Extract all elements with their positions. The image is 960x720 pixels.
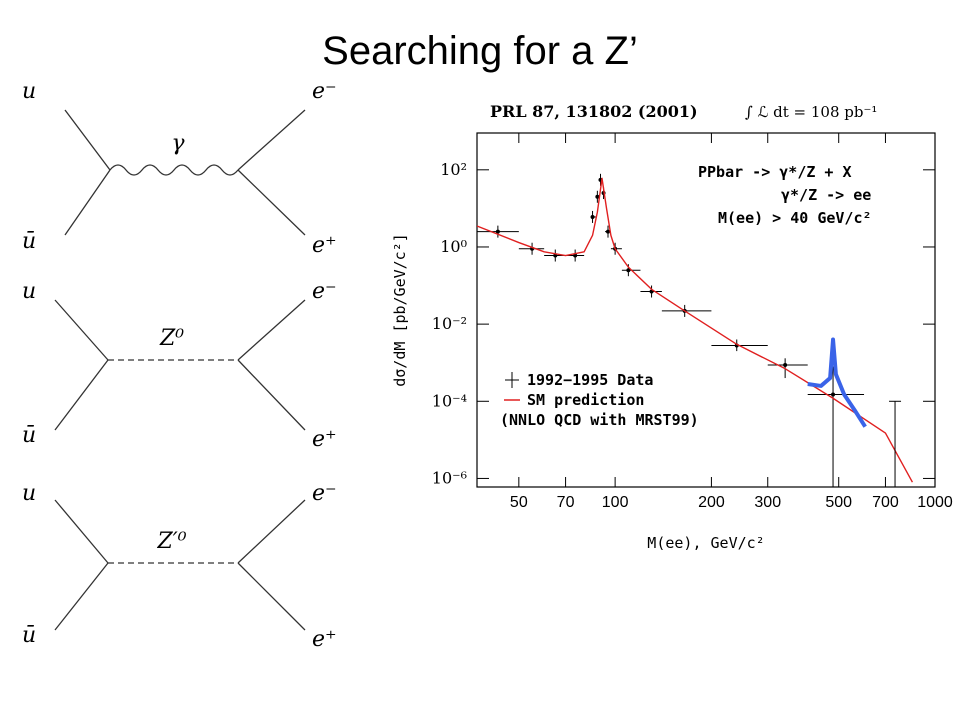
particle-label: u xyxy=(22,279,36,304)
particle-label: e⁻ xyxy=(312,79,337,104)
x-tick-label: 1000 xyxy=(917,494,953,511)
data-point xyxy=(495,229,500,234)
y-tick-label: 10² xyxy=(440,160,467,179)
legend-note: (NNLO QCD with MRST99) xyxy=(500,411,699,429)
annotation: M(ee) > 40 GeV/c² xyxy=(718,209,872,227)
curve xyxy=(807,337,867,428)
annotation: PPbar -> γ*/Z + X xyxy=(698,163,852,181)
data-point xyxy=(573,253,578,258)
particle-label: ū xyxy=(22,423,36,448)
x-tick-label: 300 xyxy=(754,494,781,511)
x-tick-label: 70 xyxy=(557,494,575,511)
annotation: γ*/Z -> ee xyxy=(781,186,871,204)
particle-label: e⁻ xyxy=(312,279,337,304)
legend-label: SM prediction xyxy=(527,391,644,409)
legend-label: 1992−1995 Data xyxy=(527,371,653,389)
data-point xyxy=(831,392,836,397)
particle-label: e⁺ xyxy=(312,627,337,652)
plot-frame xyxy=(476,132,936,488)
particle-label: ū xyxy=(22,623,36,648)
curve xyxy=(477,177,914,483)
particle-label: u xyxy=(22,481,36,506)
x-tick-label: 700 xyxy=(872,494,899,511)
luminosity: ∫ ℒ dt = 108 pb⁻¹ xyxy=(745,103,877,121)
diagram-zprime: Z′⁰ u ū e⁻ e⁺ xyxy=(22,481,337,652)
data-point xyxy=(783,363,788,368)
y-tick-label: 10⁻⁴ xyxy=(432,391,467,410)
diagram-photon: γ u ū e⁻ e⁺ xyxy=(22,79,337,258)
data-point xyxy=(595,194,600,199)
x-tick-label: 500 xyxy=(825,494,852,511)
particle-label: u xyxy=(22,79,36,104)
data-point xyxy=(590,214,595,219)
particle-label: ū xyxy=(22,229,36,254)
y-axis-label: dσ/dM [pb/GeV/c²] xyxy=(391,233,409,387)
mediator-label: Z′⁰ xyxy=(156,529,186,554)
x-axis-label: M(ee), GeV/c² xyxy=(647,534,764,552)
mediator-label: γ xyxy=(171,131,185,156)
data-point xyxy=(626,268,631,273)
particle-label: e⁻ xyxy=(312,481,337,506)
feynman-diagrams: γ u ū e⁻ e⁺ Z⁰ u ū e⁻ e⁺ Z′⁰ u ū e⁻ e⁺ xyxy=(22,79,337,652)
chart-header: PRL 87, 131802 (2001) xyxy=(490,102,698,121)
particle-label: e⁺ xyxy=(312,427,337,452)
slide-title: Searching for a Z’ xyxy=(322,29,638,73)
y-tick-label: 10⁻² xyxy=(432,314,467,333)
plot-area xyxy=(477,173,914,487)
y-tick-label: 10⁰ xyxy=(440,237,467,256)
data-point xyxy=(605,229,610,234)
x-tick-label: 50 xyxy=(510,494,528,511)
x-tick-label: 100 xyxy=(602,494,629,511)
y-tick-label: 10⁻⁶ xyxy=(432,468,467,487)
x-tick-label: 200 xyxy=(698,494,725,511)
mediator-label: Z⁰ xyxy=(159,326,184,351)
particle-label: e⁺ xyxy=(312,233,337,258)
diagram-z: Z⁰ u ū e⁻ e⁺ xyxy=(22,279,337,452)
